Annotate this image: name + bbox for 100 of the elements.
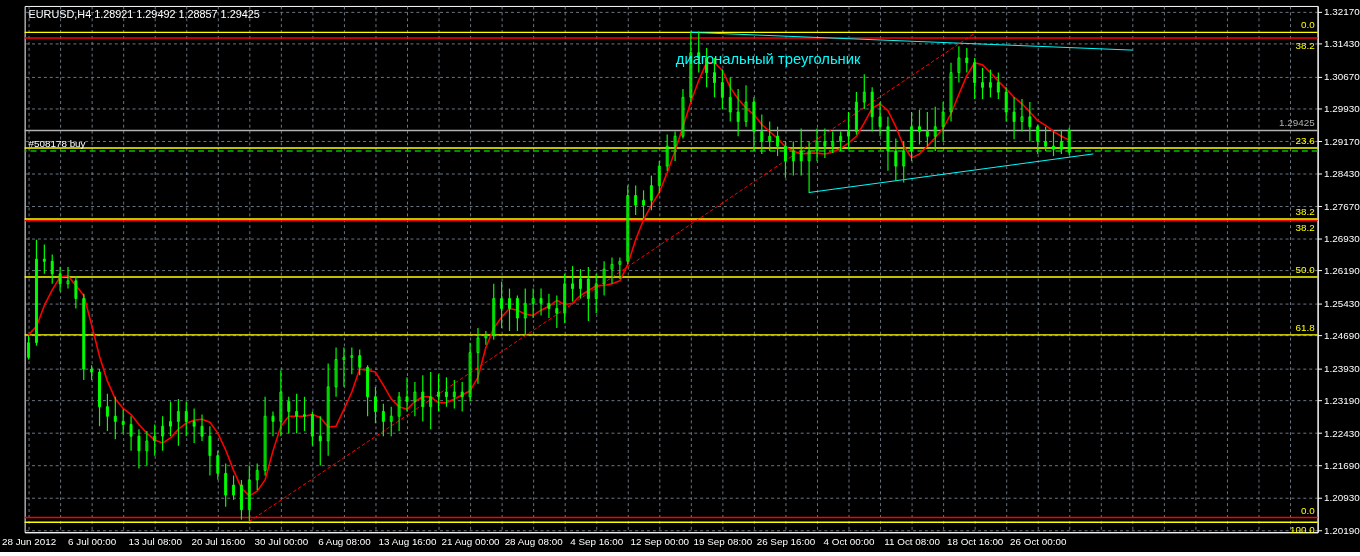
candlestick: [492, 283, 496, 341]
candlestick: [862, 73, 866, 110]
candlestick: [563, 273, 567, 324]
x-tick-label: 13 Jul 08:00: [128, 535, 183, 547]
candlestick: [657, 160, 661, 194]
candlestick: [791, 140, 795, 177]
y-tick-label: 1.27670: [1324, 200, 1360, 212]
candlestick: [334, 346, 338, 398]
annotation: 38.2: [1295, 39, 1315, 51]
candlestick: [578, 268, 582, 300]
candlestick: [247, 464, 251, 522]
x-tick-label: 30 Jul 00:00: [254, 535, 309, 547]
x-tick-label: 20 Jul 16:00: [191, 535, 246, 547]
candlestick: [1020, 98, 1024, 133]
candlestick: [1067, 126, 1071, 156]
candlestick: [910, 111, 914, 162]
candlestick: [831, 130, 835, 154]
candlestick: [176, 398, 180, 447]
candlestick: [744, 84, 748, 128]
y-tick-label: 1.26190: [1324, 264, 1360, 276]
annotation: 0.0: [1300, 19, 1316, 31]
candlestick: [847, 111, 851, 150]
x-tick-label: 6 Aug 08:00: [318, 535, 372, 547]
x-tick-label: 4 Oct 00:00: [823, 535, 875, 547]
candlestick: [263, 396, 267, 477]
y-tick-label: 1.28430: [1324, 167, 1360, 179]
candlestick: [169, 400, 172, 437]
y-tick-label: 1.30670: [1324, 70, 1360, 82]
candlestick: [626, 184, 630, 265]
candlestick: [933, 106, 937, 152]
candlestick: [279, 369, 283, 437]
candlestick: [941, 101, 945, 143]
annotation: 23.6: [1295, 134, 1316, 146]
x-tick-label: 6 Jul 00:00: [68, 535, 117, 547]
annotation: 0.0: [1300, 504, 1316, 516]
candlestick: [397, 391, 401, 432]
candlestick: [665, 133, 669, 172]
x-tick-label: 19 Sep 08:00: [693, 535, 753, 547]
candlestick: [807, 140, 811, 194]
candlestick: [673, 130, 677, 162]
candlestick: [642, 189, 646, 219]
chart-title: EURUSD,H4 1.28921 1.29492 1.28857 1.29425: [28, 7, 260, 20]
x-tick-label: 4 Sep 16:00: [570, 535, 624, 547]
candlestick: [153, 423, 157, 457]
candlestick: [681, 88, 685, 139]
y-tick-label: 1.23930: [1324, 362, 1360, 374]
annotation: 38.2: [1295, 222, 1315, 234]
candlestick: [957, 45, 961, 84]
candlestick: [429, 371, 433, 430]
candlestick: [508, 287, 511, 332]
x-tick-label: 26 Sep 16:00: [756, 535, 816, 547]
candlestick: [949, 62, 953, 123]
candlestick: [326, 362, 330, 457]
candlestick: [531, 287, 535, 319]
annotation: 50.0: [1295, 263, 1316, 275]
candlestick: [902, 140, 906, 184]
x-tick-label: 28 Jun 2012: [1, 535, 57, 547]
y-tick-label: 1.25430: [1324, 297, 1360, 309]
candlestick: [476, 327, 480, 385]
y-tick-label: 1.29930: [1324, 102, 1360, 114]
candlestick: [437, 373, 441, 413]
ref-line-label: 1.29425: [1279, 117, 1316, 129]
candlestick: [523, 287, 527, 336]
y-tick-label: 1.20190: [1324, 524, 1360, 536]
x-tick-label: 28 Aug 08:00: [504, 535, 564, 547]
candlestick: [145, 430, 149, 467]
x-tick-label: 13 Aug 16:00: [378, 535, 438, 547]
candlestick: [27, 334, 31, 361]
candlestick: [255, 462, 259, 491]
y-tick-label: 1.26930: [1324, 232, 1360, 244]
annotation: 61.8: [1295, 321, 1316, 333]
y-tick-label: 1.31430: [1324, 38, 1360, 50]
candlestick: [988, 69, 992, 98]
candlestick: [602, 260, 606, 297]
candlestick: [452, 379, 456, 410]
y-tick-label: 1.22430: [1324, 427, 1360, 439]
y-tick-label: 1.23190: [1324, 394, 1360, 406]
y-tick-label: 1.24690: [1324, 329, 1360, 341]
x-tick-label: 21 Aug 00:00: [441, 535, 501, 547]
y-tick-label: 1.21690: [1324, 459, 1360, 471]
ref-line-label: #508178 buy: [28, 138, 86, 150]
candlestick: [815, 127, 819, 162]
candlestick: [610, 256, 614, 285]
candlestick: [1059, 129, 1063, 155]
candlestick: [413, 381, 417, 417]
x-tick-label: 26 Oct 00:00: [1010, 535, 1067, 547]
y-tick-label: 1.32170: [1324, 6, 1360, 18]
candlestick: [42, 243, 46, 275]
candlestick: [161, 415, 165, 452]
x-tick-label: 18 Oct 16:00: [946, 535, 1004, 547]
annotation: 38.2: [1295, 205, 1315, 217]
candlestick: [854, 91, 858, 136]
x-tick-label: 11 Oct 08:00: [884, 535, 941, 547]
y-tick-label: 1.29170: [1324, 135, 1360, 147]
candlestick: [232, 474, 236, 501]
candlestick: [468, 342, 472, 403]
candlestick: [649, 175, 653, 211]
y-tick-label: 1.20930: [1324, 492, 1360, 504]
candlestick: [34, 239, 38, 347]
candlestick: [594, 273, 598, 314]
